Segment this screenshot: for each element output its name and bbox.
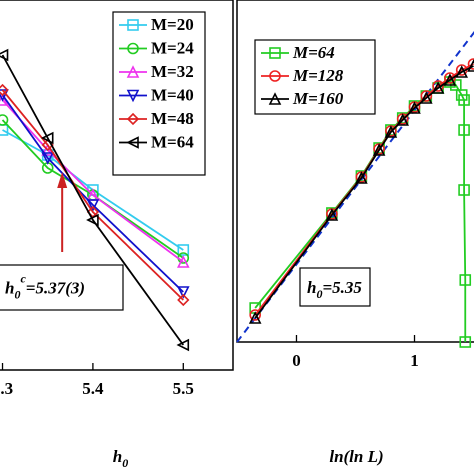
marker (0, 114, 9, 126)
annotation-sub: 0 (14, 287, 20, 301)
annotation-sup: c (20, 271, 26, 285)
marker (459, 274, 472, 286)
legend-label: M=64 (151, 132, 194, 151)
marker (355, 171, 368, 184)
marker (177, 244, 190, 256)
marker (126, 65, 140, 78)
legend-label: M=64 (292, 43, 335, 62)
marker (176, 286, 190, 299)
plot-frame (0, 0, 234, 371)
legend-label: M=32 (151, 62, 194, 81)
marker (176, 338, 190, 352)
x-label-sub: 0 (122, 456, 128, 470)
marker (86, 199, 100, 212)
marker (384, 125, 398, 138)
marker (432, 80, 444, 92)
x-tick-label: 5.5 (173, 379, 194, 398)
marker (126, 89, 140, 103)
x-axis-label: h0 (113, 447, 128, 470)
marker (177, 293, 190, 307)
marker (249, 309, 261, 321)
x-tick-label: 5.3 (0, 379, 13, 398)
x-tick-label: 0 (292, 351, 301, 370)
legend-label: M=128 (292, 66, 344, 85)
arrow-head (57, 172, 68, 188)
marker (372, 143, 386, 156)
legend-label: M=40 (151, 85, 194, 104)
marker (126, 112, 140, 126)
marker (396, 113, 410, 126)
x-axis-label: ln(ln L) (329, 447, 383, 466)
x-label-main: h (113, 447, 122, 466)
marker (443, 73, 457, 86)
marker (127, 42, 139, 55)
annotation-h: h (5, 278, 14, 297)
series-line (1, 94, 184, 293)
marker (325, 208, 339, 221)
annotation-text: =5.35 (322, 278, 362, 297)
legend-label: M=48 (151, 109, 194, 128)
marker (408, 101, 421, 114)
x-tick-label: 1 (410, 351, 419, 370)
marker (420, 91, 433, 104)
marker (0, 83, 9, 97)
annotation: h0=5.35 (307, 278, 362, 301)
annotation-h: h (307, 278, 316, 297)
annotation-text: =5.37(3) (26, 278, 85, 297)
marker (86, 213, 99, 227)
marker (268, 92, 282, 105)
marker (269, 47, 281, 59)
annotation-box (299, 267, 371, 307)
marker (269, 70, 281, 82)
marker (0, 48, 9, 62)
series-line (1, 54, 185, 346)
marker (458, 94, 470, 106)
legend-label: M=160 (292, 89, 344, 108)
annotation-box (0, 264, 124, 311)
marker (459, 336, 472, 348)
marker (126, 136, 139, 149)
annotation-sub: 0 (316, 287, 322, 301)
marker (127, 19, 139, 31)
marker (420, 90, 433, 102)
marker (248, 311, 262, 324)
annotation: h0c=5.37(3) (5, 271, 85, 301)
marker (431, 81, 445, 94)
marker (455, 65, 469, 78)
x-tick-label: 5.4 (82, 379, 104, 398)
marker (458, 184, 470, 196)
plot-frame (236, 0, 474, 343)
legend-box (112, 11, 206, 176)
marker (444, 72, 456, 84)
marker (458, 124, 470, 136)
legend-label: M=24 (151, 38, 194, 57)
marker (41, 152, 55, 165)
marker (40, 131, 54, 145)
legend-label: M=20 (151, 15, 194, 34)
marker (176, 255, 190, 268)
